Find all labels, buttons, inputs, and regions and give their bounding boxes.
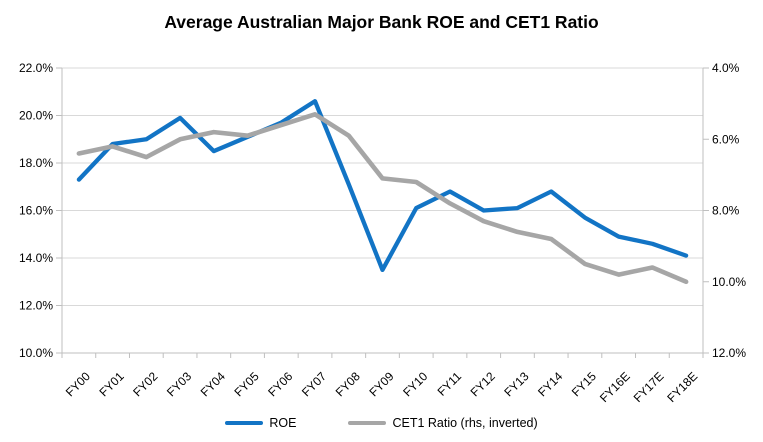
x-axis-label: FY10 <box>400 369 430 399</box>
y-axis-left-label: 20.0% <box>19 109 53 123</box>
legend-item-cet1: CET1 Ratio (rhs, inverted) <box>348 416 538 430</box>
x-axis-label: FY16E <box>597 369 633 405</box>
y-axis-right-label: 8.0% <box>712 204 740 218</box>
chart-legend: ROE CET1 Ratio (rhs, inverted) <box>0 411 763 435</box>
x-axis-label: FY12 <box>468 369 498 399</box>
x-axis-label: FY07 <box>299 369 329 399</box>
y-axis-right-label: 10.0% <box>712 275 746 289</box>
legend-label-cet1: CET1 Ratio (rhs, inverted) <box>392 416 538 430</box>
y-axis-right-label: 6.0% <box>712 132 740 146</box>
x-axis-label: FY03 <box>164 369 194 399</box>
legend-label-roe: ROE <box>269 416 297 430</box>
y-axis-left-label: 22.0% <box>19 61 53 75</box>
chart-title: Average Australian Major Bank ROE and CE… <box>164 12 599 32</box>
y-axis-left-label: 10.0% <box>19 346 53 360</box>
x-axis-label: FY08 <box>333 369 363 399</box>
x-axis-label: FY13 <box>501 369 531 399</box>
cet1-line <box>76 112 689 285</box>
roe-line <box>76 99 689 273</box>
legend-item-roe: ROE <box>225 416 296 430</box>
x-axis-label: FY15 <box>569 369 599 399</box>
x-axis-label: FY01 <box>97 369 127 399</box>
cet1-line-swatch <box>348 420 387 426</box>
x-axis-label: FY09 <box>366 369 396 399</box>
roe-line-swatch <box>225 420 264 426</box>
x-axis-label: FY18E <box>664 369 700 405</box>
y-axis-left-label: 14.0% <box>19 251 53 265</box>
x-axis-label: FY17E <box>631 369 667 405</box>
x-axis-label: FY11 <box>435 369 465 399</box>
x-axis-label: FY00 <box>63 369 93 399</box>
x-axis-label: FY04 <box>198 369 228 399</box>
y-axis-right-label: 12.0% <box>712 346 746 360</box>
y-axis-left-label: 12.0% <box>19 299 53 313</box>
x-axis-label: FY05 <box>231 369 261 399</box>
x-axis-label: FY06 <box>265 369 295 399</box>
y-axis-left-label: 16.0% <box>19 204 53 218</box>
y-axis-right-label: 4.0% <box>712 61 740 75</box>
y-axis-left-label: 18.0% <box>19 156 53 170</box>
x-axis-label: FY02 <box>130 369 160 399</box>
x-axis-label: FY14 <box>535 369 565 399</box>
